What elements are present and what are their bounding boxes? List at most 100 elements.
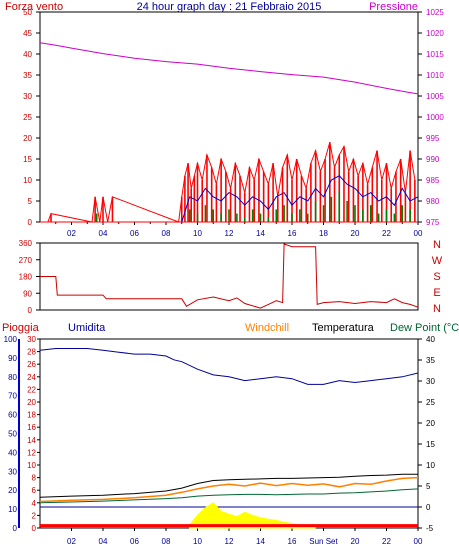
x-tick-label: 02 (67, 229, 76, 238)
x-tick-label: 14 (256, 229, 265, 238)
x-tick-label: 08 (162, 229, 171, 238)
humidity-tick-label: 30 (8, 467, 17, 476)
x-tick-label: 06 (130, 537, 139, 546)
temp-tick-label: 5 (426, 482, 431, 491)
x-tick-label: 10 (193, 229, 202, 238)
windchill-label: Windchill (245, 322, 289, 334)
humidity-tick-label: 20 (8, 486, 17, 495)
pressure-tick-label: 1010 (426, 71, 444, 80)
wind-tick-label: 25 (23, 113, 32, 122)
direction-tick-label: 180 (19, 273, 33, 282)
x-tick-label: 02 (67, 537, 76, 546)
wind-tick-label: 15 (23, 155, 32, 164)
x-tick-label: 04 (99, 229, 108, 238)
rain-tick-label: 28 (27, 348, 36, 357)
rain-tick-label: 20 (27, 398, 36, 407)
wind-tick-label: 40 (23, 50, 32, 59)
dewpoint-label: Dew Point (°C (390, 322, 459, 334)
wind-tick-label: 5 (28, 197, 33, 206)
x-tick-label: 12 (225, 537, 234, 546)
wind-axis-title: Forza vento (5, 1, 63, 13)
wind-tick-label: 10 (23, 176, 32, 185)
compass-label: S (433, 271, 440, 283)
wind-tick-label: 0 (28, 218, 33, 227)
rain-label: Pioggia (2, 322, 40, 334)
pressure-tick-label: 985 (426, 176, 440, 185)
humidity-tick-label: 60 (8, 411, 17, 420)
x-tick-label: 18 (319, 229, 328, 238)
wind-pressure-panel: Forza vento 24 hour graph day : 21 Febbra… (5, 1, 444, 238)
humidity-tick-label: 40 (8, 448, 17, 457)
direction-line (40, 243, 419, 309)
pressure-tick-label: 1005 (426, 92, 444, 101)
temp-tick-label: 20 (426, 419, 435, 428)
x-tick-label: 20 (351, 537, 360, 546)
compass-label: W (432, 255, 443, 267)
wind-tick-label: 35 (23, 71, 32, 80)
rain-tick-label: 6 (32, 486, 37, 495)
direction-tick-label: 360 (19, 239, 33, 248)
x-tick-label: 04 (99, 537, 108, 546)
temp-tick-label: 10 (426, 461, 435, 470)
pressure-tick-label: 995 (426, 134, 440, 143)
rain-tick-label: 26 (27, 360, 36, 369)
temp-tick-label: 0 (426, 503, 431, 512)
pressure-line (39, 42, 419, 95)
rain-tick-label: 22 (27, 385, 36, 394)
x-tick-label: 08 (162, 537, 171, 546)
x-tick-label: 16 (288, 537, 297, 546)
pressure-tick-label: 980 (426, 197, 440, 206)
compass-label: N (433, 303, 441, 315)
humidity-line (39, 348, 419, 385)
rain-total-bar (40, 524, 418, 528)
wind-tick-label: 45 (23, 29, 32, 38)
x-tick-label: 14 (256, 537, 265, 546)
humidity-tick-label: 80 (8, 373, 17, 382)
humidity-tick-label: 50 (8, 430, 17, 439)
rain-tick-label: 12 (27, 448, 36, 457)
humidity-tick-label: 90 (8, 354, 17, 363)
temp-tick-label: 35 (426, 356, 435, 365)
compass-label: N (433, 239, 441, 251)
pressure-axis-title: Pressione (369, 1, 418, 13)
x-tick-label: Sun Set (309, 537, 338, 546)
graph-title: 24 hour graph day : 21 Febbraio 2015 (137, 1, 322, 13)
rain-tick-label: 30 (27, 335, 36, 344)
x-tick-label: 10 (193, 537, 202, 546)
x-tick-label: 16 (288, 229, 297, 238)
temp-tick-label: 15 (426, 440, 435, 449)
direction-tick-label: 270 (19, 256, 33, 265)
wind-gust-line (47, 142, 416, 223)
rain-tick-label: 10 (27, 461, 36, 470)
x-tick-label: 00 (414, 229, 423, 238)
direction-tick-label: 0 (28, 306, 33, 315)
humidity-tick-label: 100 (4, 335, 18, 344)
humidity-tick-label: 10 (8, 505, 17, 514)
pressure-tick-label: 1020 (426, 29, 444, 38)
temp-tick-label: 40 (426, 335, 435, 344)
humidity-label: Umidita (68, 322, 106, 334)
pressure-tick-label: 1015 (426, 50, 444, 59)
humidity-tick-label: 70 (8, 392, 17, 401)
rain-tick-label: 4 (32, 499, 37, 508)
compass-label: E (433, 287, 440, 299)
x-tick-label: 20 (351, 229, 360, 238)
rain-tick-label: 18 (27, 411, 36, 420)
x-tick-label: 22 (382, 537, 391, 546)
temperature-line (39, 473, 418, 498)
x-tick-label: 00 (414, 537, 423, 546)
wind-tick-label: 30 (23, 92, 32, 101)
x-tick-label: 22 (382, 229, 391, 238)
pressure-tick-label: 990 (426, 155, 440, 164)
windchill-line (39, 476, 419, 503)
rain-tick-label: 14 (27, 436, 36, 445)
humidity-tick-label: 0 (13, 524, 18, 533)
rain-tick-label: 2 (32, 511, 37, 520)
direction-tick-label: 90 (23, 289, 32, 298)
rain-tick-label: 16 (27, 423, 36, 432)
wind-tick-label: 50 (23, 8, 32, 17)
wind-avg-line (181, 175, 419, 223)
